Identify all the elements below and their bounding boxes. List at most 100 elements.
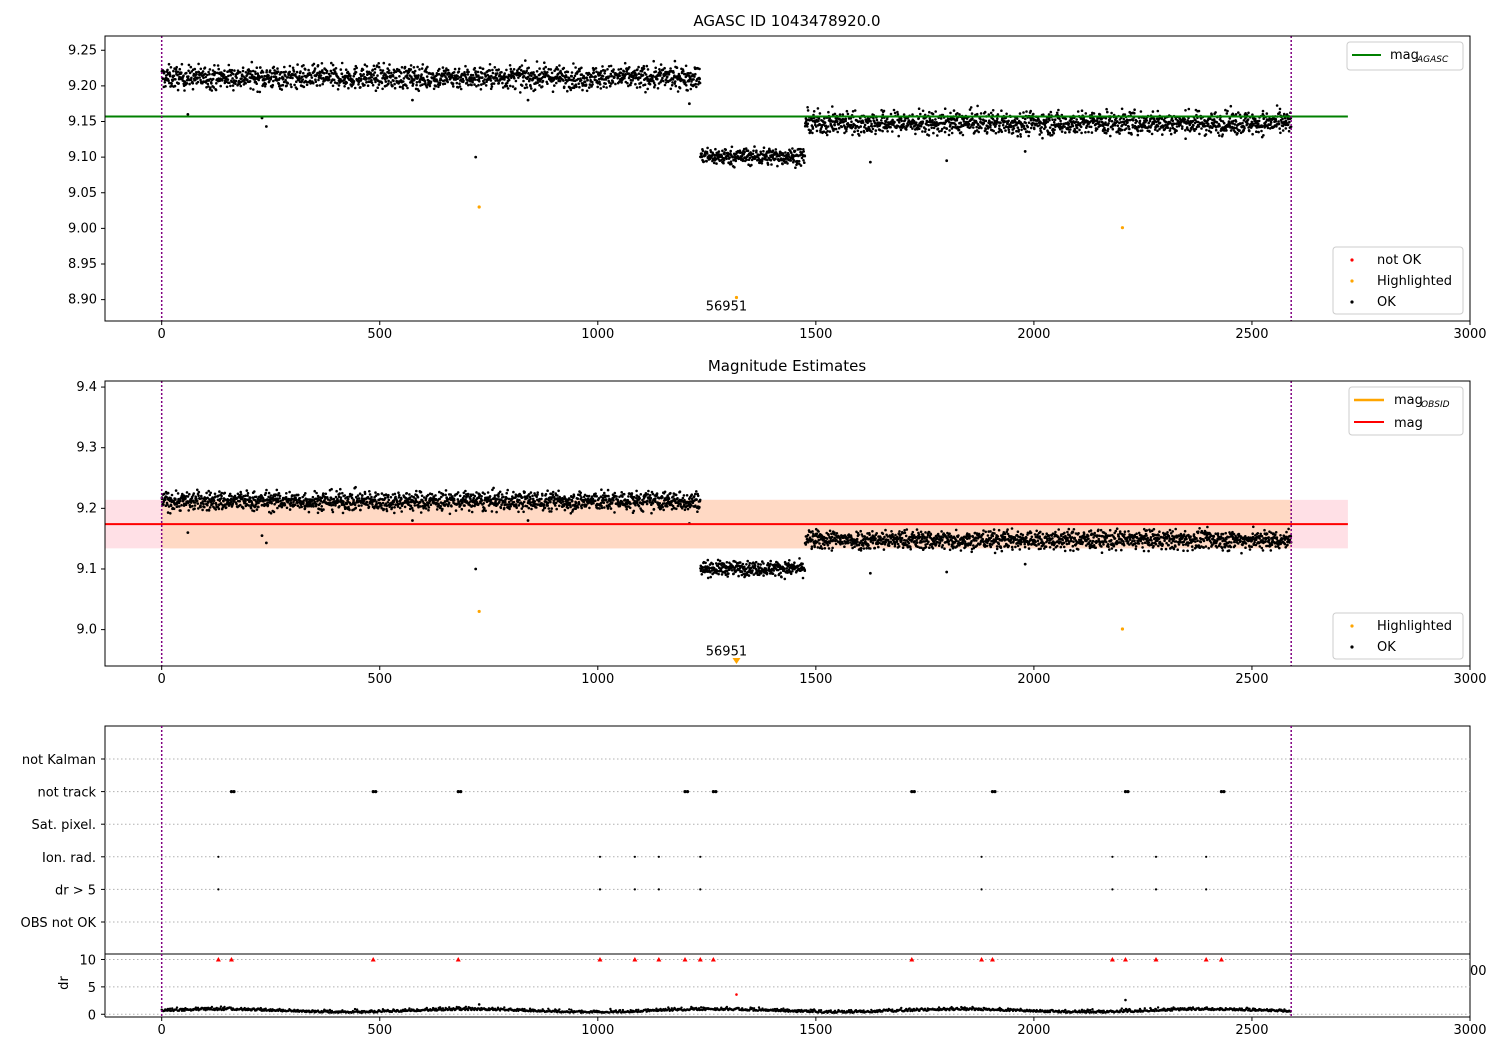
ok-point — [489, 87, 493, 91]
ok-point — [393, 492, 397, 496]
ok-point — [226, 78, 230, 81]
ok-point — [853, 109, 857, 112]
ok-point — [575, 85, 578, 89]
ok-point — [198, 76, 201, 79]
legend-not-ok-label: not OK — [1377, 253, 1422, 268]
ok-point — [577, 82, 580, 85]
ok-point — [505, 68, 508, 72]
ok-point — [444, 71, 447, 75]
ok-point — [623, 61, 627, 65]
ok-point — [1048, 131, 1052, 135]
ok-point — [859, 125, 862, 128]
ok-point — [638, 85, 642, 89]
ok-point — [184, 497, 187, 500]
ok-point — [583, 80, 587, 83]
ok-point — [663, 83, 667, 87]
ok-point — [370, 495, 373, 499]
ok-point — [542, 503, 546, 506]
ok-point — [971, 117, 974, 120]
ok-point — [249, 87, 252, 90]
ok-point — [357, 83, 360, 86]
ok-point — [392, 79, 395, 83]
ok-point — [578, 69, 581, 73]
ok-point — [419, 490, 423, 494]
ok-point — [1105, 131, 1108, 135]
ok-point — [280, 71, 283, 74]
ok-point — [555, 507, 558, 511]
ok-point — [253, 70, 257, 74]
ok-point — [319, 74, 323, 77]
ok-point — [564, 81, 567, 85]
ok-point — [1001, 123, 1005, 127]
ok-point — [458, 494, 462, 498]
ok-point — [517, 510, 520, 514]
ok-point — [529, 491, 533, 494]
ok-point — [430, 492, 434, 496]
ok-point — [584, 83, 588, 86]
ok-point — [1135, 120, 1139, 123]
legend-not-ok-swatch — [1350, 258, 1354, 262]
ok-point — [346, 497, 350, 501]
ok-point — [1027, 134, 1030, 138]
ok-point — [858, 134, 861, 137]
ok-point — [1049, 110, 1053, 114]
ok-point — [339, 496, 343, 500]
ok-point — [347, 86, 350, 90]
ok-point — [397, 491, 400, 495]
ok-point — [684, 64, 688, 68]
ok-point — [324, 492, 328, 496]
ok-point — [282, 76, 285, 80]
x-tick-label: 1500 — [799, 327, 832, 342]
ok-point — [410, 75, 413, 78]
ok-point — [339, 78, 342, 81]
ok-point — [435, 508, 439, 511]
ok-point — [174, 489, 178, 492]
ok-point — [499, 506, 503, 510]
ok-point — [581, 82, 585, 85]
ok-point — [853, 130, 856, 133]
ok-point — [642, 64, 646, 68]
ok-point — [538, 67, 541, 70]
ok-point — [573, 74, 577, 78]
ok-point — [483, 492, 486, 496]
ok-point — [277, 492, 281, 495]
ok-point — [1278, 111, 1281, 114]
ok-point — [488, 69, 492, 72]
ok-point — [627, 72, 631, 75]
ok-point — [360, 77, 363, 81]
ok-point — [265, 69, 269, 72]
ok-point — [585, 76, 588, 79]
ok-point — [297, 493, 300, 497]
ok-point — [1007, 119, 1010, 123]
ok-point — [229, 73, 232, 77]
ok-point — [239, 493, 243, 496]
ok-point — [475, 491, 478, 494]
ok-point — [357, 504, 361, 508]
ok-point — [1183, 118, 1187, 121]
ok-point — [266, 503, 270, 507]
ok-point — [1202, 122, 1206, 125]
ok-point — [357, 497, 361, 500]
ok-point — [579, 79, 583, 82]
ok-point — [1106, 127, 1110, 131]
ok-point — [1035, 122, 1038, 125]
ok-point — [258, 90, 262, 94]
ok-point — [368, 493, 372, 496]
ok-point — [698, 81, 702, 85]
ok-point — [264, 491, 268, 495]
ok-point — [841, 113, 845, 116]
ok-point — [441, 493, 445, 497]
ok-point — [659, 71, 663, 75]
ok-point — [634, 82, 637, 86]
ok-point — [444, 493, 447, 497]
ok-point — [507, 497, 511, 501]
ok-point — [952, 109, 956, 112]
ok-point — [1197, 109, 1201, 113]
ok-point — [361, 494, 364, 497]
ok-point — [501, 81, 504, 85]
ok-point — [405, 492, 409, 495]
ok-point — [755, 149, 758, 152]
ok-point — [851, 133, 854, 137]
ok-point — [503, 506, 506, 510]
ok-point — [1106, 110, 1109, 114]
